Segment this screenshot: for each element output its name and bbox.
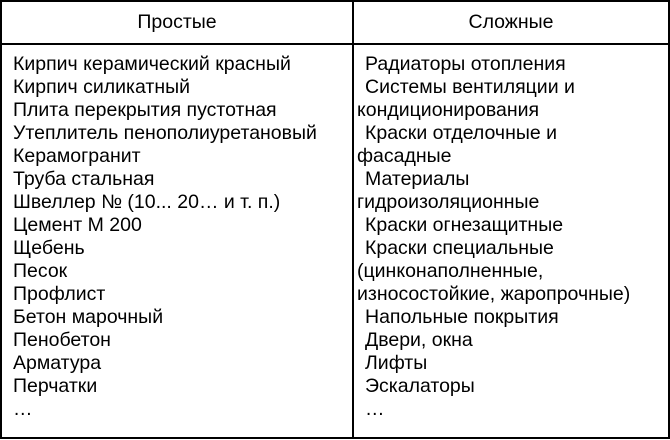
column-header-simple: Простые: [2, 2, 354, 45]
list-item: Профлист: [13, 283, 106, 305]
column-header-complex-label: Сложные: [468, 11, 554, 33]
list-item: Арматура: [13, 352, 102, 374]
list-item: Цемент М 200: [13, 214, 142, 236]
list-item: Швеллер № (10... 20… и т. п.): [13, 191, 281, 213]
column-header-simple-label: Простые: [137, 11, 217, 33]
list-item: Радиаторы отопления: [365, 53, 566, 75]
list-item: …: [365, 398, 385, 420]
list-item: Перчатки: [13, 375, 98, 397]
list-item: Двери, окна: [365, 329, 473, 351]
list-item: Пенобетон: [13, 329, 111, 351]
list-item: Кирпич керамический красный: [13, 53, 291, 75]
list-item: Песок: [13, 260, 68, 282]
simple-materials-list: Кирпич керамический красный Кирпич силика…: [2, 45, 354, 437]
list-item: Щебень: [13, 237, 85, 259]
list-item: Напольные покрытия: [365, 306, 559, 328]
list-item: Утеплитель пенополиуретановый: [13, 122, 317, 144]
list-item: Керамогранит: [13, 145, 141, 167]
list-item: …: [13, 398, 33, 420]
list-item: Лифты: [365, 352, 428, 374]
list-item: Краски отделочные и фасадные: [357, 122, 558, 167]
complex-materials-list: Радиаторы отопления Системы вентиляции и …: [354, 45, 668, 437]
list-item: Плита перекрытия пустотная: [13, 99, 277, 121]
list-item: Краски специальные (цинконаполненные, из…: [357, 237, 631, 305]
list-item: Кирпич силикатный: [13, 76, 191, 98]
list-item: Материалы гидроизоляционные: [357, 168, 540, 213]
list-item: Бетон марочный: [13, 306, 164, 328]
list-item: Эскалаторы: [365, 375, 475, 397]
list-item: Краски огнезащитные: [365, 214, 564, 236]
list-item: Труба стальная: [13, 168, 155, 190]
column-header-complex: Сложные: [354, 2, 668, 45]
list-item: Системы вентиляции и кондиционирования: [357, 76, 575, 121]
